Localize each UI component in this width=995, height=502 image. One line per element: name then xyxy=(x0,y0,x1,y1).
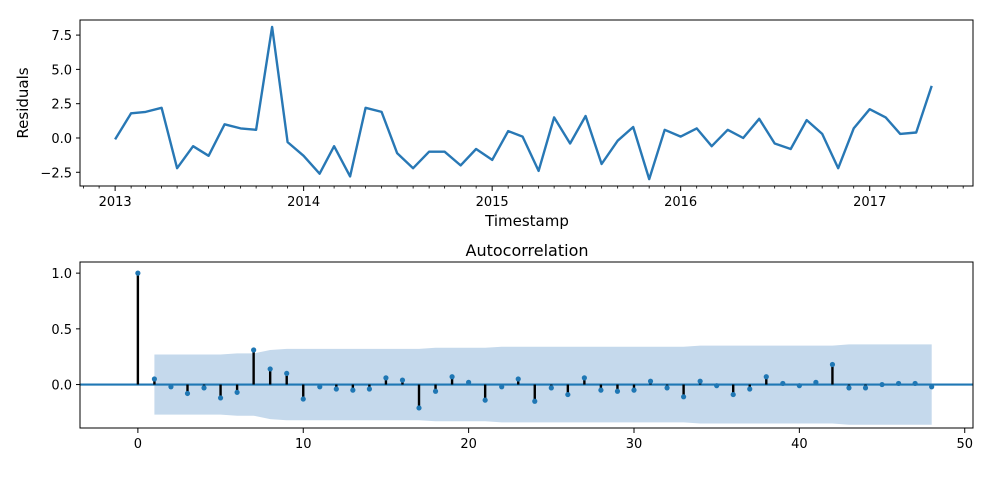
acf-marker xyxy=(846,385,852,391)
acf-marker xyxy=(813,379,819,385)
acf-marker xyxy=(333,386,339,392)
acf-marker xyxy=(234,389,240,395)
acf-marker xyxy=(515,376,521,382)
acf-marker xyxy=(383,375,389,381)
acf-marker xyxy=(184,390,191,397)
x-tick-label: 0 xyxy=(134,437,142,452)
acf-marker xyxy=(747,386,753,392)
acf-marker xyxy=(697,378,703,384)
residuals-axes-frame xyxy=(79,19,974,187)
x-tick-label: 10 xyxy=(295,437,312,452)
y-tick-label: −2.5 xyxy=(40,166,72,181)
acf-marker xyxy=(168,384,174,390)
acf-marker xyxy=(879,381,885,388)
x-tick-label: 30 xyxy=(626,437,643,452)
x-tick-label: 2017 xyxy=(853,195,886,210)
acf-panel: Autocorrelation 0.0 0.5 1.0 0 10 20 30 40 50 xyxy=(51,241,974,452)
acf-marker xyxy=(581,375,587,381)
y-tick-label: 7.5 xyxy=(51,29,72,44)
acf-marker xyxy=(251,347,257,353)
acf-marker xyxy=(929,384,935,390)
residuals-plot-area xyxy=(114,25,933,181)
x-tick-label: 20 xyxy=(460,437,477,452)
acf-marker xyxy=(912,380,918,387)
x-tick-label: 2013 xyxy=(99,195,132,210)
acf-marker xyxy=(664,385,670,391)
acf-marker xyxy=(317,384,323,390)
acf-y-ticks: 0.0 0.5 1.0 xyxy=(51,267,80,394)
acf-marker xyxy=(714,383,720,389)
y-tick-label: 0.0 xyxy=(51,132,72,147)
y-tick-label: 0.5 xyxy=(51,323,72,338)
y-tick-label: 1.0 xyxy=(51,267,72,282)
acf-marker xyxy=(499,384,505,390)
acf-marker xyxy=(780,380,786,387)
acf-title: Autocorrelation xyxy=(466,241,589,260)
acf-marker xyxy=(284,370,290,377)
acf-marker xyxy=(366,386,372,392)
acf-marker xyxy=(201,385,207,391)
acf-marker xyxy=(432,388,439,394)
acf-marker xyxy=(267,366,273,372)
acf-marker xyxy=(598,387,604,393)
residuals-x-axis-title: Timestamp xyxy=(484,212,569,230)
acf-marker xyxy=(416,405,422,411)
acf-marker xyxy=(399,377,406,383)
acf-marker xyxy=(548,385,554,391)
x-tick-label: 2015 xyxy=(476,195,509,210)
residuals-x-ticks: 2013 2014 2015 2016 2017 xyxy=(83,186,964,210)
x-tick-label: 50 xyxy=(956,437,973,452)
acf-marker xyxy=(730,391,736,398)
acf-marker xyxy=(763,374,769,380)
x-tick-label: 2016 xyxy=(664,195,697,210)
y-tick-label: 0.0 xyxy=(51,379,72,394)
acf-marker xyxy=(217,395,224,401)
acf-marker xyxy=(862,385,869,391)
acf-marker xyxy=(895,380,902,387)
acf-marker xyxy=(300,396,306,402)
acf-marker xyxy=(565,391,571,398)
x-tick-label: 2014 xyxy=(287,195,320,210)
acf-marker xyxy=(135,270,141,276)
y-tick-label: 2.5 xyxy=(51,98,72,113)
acf-marker xyxy=(449,374,455,380)
acf-marker xyxy=(631,387,637,393)
residuals-line xyxy=(114,25,933,181)
acf-marker xyxy=(350,387,356,393)
acf-marker xyxy=(796,383,802,389)
y-tick-label: 5.0 xyxy=(51,63,72,78)
acf-marker xyxy=(466,379,472,385)
acf-marker xyxy=(614,388,621,394)
acf-x-ticks: 0 10 20 30 40 50 xyxy=(134,428,973,452)
acf-plot-area xyxy=(80,270,973,425)
acf-axes-frame xyxy=(79,261,974,429)
acf-marker xyxy=(532,398,538,404)
acf-marker xyxy=(829,361,836,368)
residuals-panel: −2.5 0.0 2.5 5.0 7.5 2013 2014 2015 2016 2017 Ti… xyxy=(14,19,974,230)
acf-marker xyxy=(647,378,654,384)
acf-marker xyxy=(681,394,687,400)
x-tick-label: 40 xyxy=(791,437,808,452)
acf-marker xyxy=(482,397,488,403)
acf-marker xyxy=(151,376,158,382)
residuals-y-ticks: −2.5 0.0 2.5 5.0 7.5 xyxy=(40,29,80,181)
residuals-y-axis-title: Residuals xyxy=(14,67,32,138)
